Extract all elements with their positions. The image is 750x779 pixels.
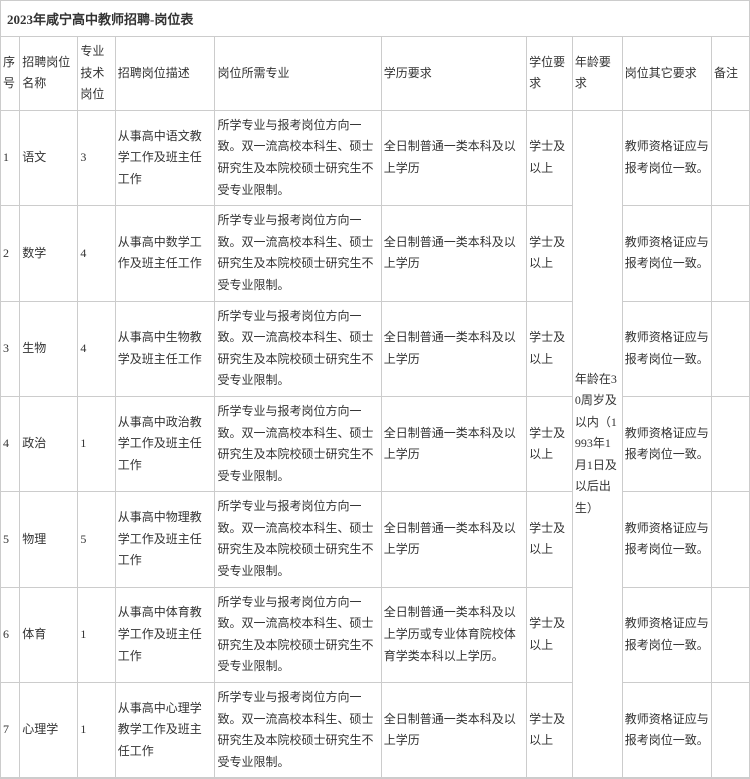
cell-note [712, 492, 749, 587]
cell-degree: 学士及以上 [527, 206, 573, 301]
cell-degree: 学士及以上 [527, 587, 573, 682]
table-body: 1语文3从事高中语文教学工作及班主任工作所学专业与报考岗位方向一致。双一流高校本… [1, 110, 749, 778]
cell-note [712, 396, 749, 491]
cell-desc: 从事高中生物教学及班主任工作 [115, 301, 215, 396]
cell-seq: 1 [1, 110, 20, 205]
cell-major: 所学专业与报考岗位方向一致。双一流高校本科生、硕士研究生及本院校硕士研究生不受专… [215, 396, 381, 491]
cell-note [712, 301, 749, 396]
table-row: 4政治1从事高中政治教学工作及班主任工作所学专业与报考岗位方向一致。双一流高校本… [1, 396, 749, 491]
col-position: 招聘岗位名称 [20, 37, 78, 110]
table-row: 5物理5从事高中物理教学工作及班主任工作所学专业与报考岗位方向一致。双一流高校本… [1, 492, 749, 587]
cell-seq: 4 [1, 396, 20, 491]
cell-edu: 全日制普通一类本科及以上学历 [381, 683, 526, 778]
document-container: 2023年咸宁高中教师招聘-岗位表 序号 招聘岗位名称 专业技术岗位 招聘岗位描… [0, 0, 750, 779]
cell-seq: 5 [1, 492, 20, 587]
cell-major: 所学专业与报考岗位方向一致。双一流高校本科生、硕士研究生及本院校硕士研究生不受专… [215, 492, 381, 587]
cell-desc: 从事高中体育教学工作及班主任工作 [115, 587, 215, 682]
cell-position: 心理学 [20, 683, 78, 778]
cell-edu: 全日制普通一类本科及以上学历 [381, 110, 526, 205]
table-row: 7心理学1从事高中心理学教学工作及班主任工作所学专业与报考岗位方向一致。双一流高… [1, 683, 749, 778]
cell-desc: 从事高中语文教学工作及班主任工作 [115, 110, 215, 205]
col-tech: 专业技术岗位 [78, 37, 115, 110]
cell-position: 物理 [20, 492, 78, 587]
col-major: 岗位所需专业 [215, 37, 381, 110]
col-desc: 招聘岗位描述 [115, 37, 215, 110]
cell-edu: 全日制普通一类本科及以上学历 [381, 492, 526, 587]
cell-position: 语文 [20, 110, 78, 205]
cell-tech: 5 [78, 492, 115, 587]
cell-tech: 4 [78, 301, 115, 396]
cell-seq: 3 [1, 301, 20, 396]
cell-seq: 2 [1, 206, 20, 301]
col-degree: 学位要求 [527, 37, 573, 110]
cell-note [712, 683, 749, 778]
cell-desc: 从事高中物理教学工作及班主任工作 [115, 492, 215, 587]
cell-other: 教师资格证应与报考岗位一致。 [622, 396, 711, 491]
cell-other: 教师资格证应与报考岗位一致。 [622, 683, 711, 778]
page-title: 2023年咸宁高中教师招聘-岗位表 [1, 1, 749, 37]
col-age: 年龄要求 [572, 37, 622, 110]
cell-major: 所学专业与报考岗位方向一致。双一流高校本科生、硕士研究生及本院校硕士研究生不受专… [215, 587, 381, 682]
col-other: 岗位其它要求 [622, 37, 711, 110]
cell-other: 教师资格证应与报考岗位一致。 [622, 301, 711, 396]
cell-position: 政治 [20, 396, 78, 491]
cell-edu: 全日制普通一类本科及以上学历 [381, 396, 526, 491]
cell-tech: 1 [78, 396, 115, 491]
col-edu: 学历要求 [381, 37, 526, 110]
table-row: 1语文3从事高中语文教学工作及班主任工作所学专业与报考岗位方向一致。双一流高校本… [1, 110, 749, 205]
cell-degree: 学士及以上 [527, 492, 573, 587]
cell-tech: 4 [78, 206, 115, 301]
cell-seq: 6 [1, 587, 20, 682]
cell-degree: 学士及以上 [527, 683, 573, 778]
cell-note [712, 110, 749, 205]
cell-major: 所学专业与报考岗位方向一致。双一流高校本科生、硕士研究生及本院校硕士研究生不受专… [215, 301, 381, 396]
col-note: 备注 [712, 37, 749, 110]
cell-major: 所学专业与报考岗位方向一致。双一流高校本科生、硕士研究生及本院校硕士研究生不受专… [215, 206, 381, 301]
cell-edu: 全日制普通一类本科及以上学历 [381, 301, 526, 396]
cell-desc: 从事高中政治教学工作及班主任工作 [115, 396, 215, 491]
recruitment-table: 序号 招聘岗位名称 专业技术岗位 招聘岗位描述 岗位所需专业 学历要求 学位要求… [1, 37, 749, 778]
cell-tech: 1 [78, 683, 115, 778]
cell-seq: 7 [1, 683, 20, 778]
cell-other: 教师资格证应与报考岗位一致。 [622, 587, 711, 682]
cell-major: 所学专业与报考岗位方向一致。双一流高校本科生、硕士研究生及本院校硕士研究生不受专… [215, 110, 381, 205]
cell-position: 生物 [20, 301, 78, 396]
cell-major: 所学专业与报考岗位方向一致。双一流高校本科生、硕士研究生及本院校硕士研究生不受专… [215, 683, 381, 778]
cell-other: 教师资格证应与报考岗位一致。 [622, 110, 711, 205]
cell-desc: 从事高中数学工作及班主任工作 [115, 206, 215, 301]
cell-desc: 从事高中心理学教学工作及班主任工作 [115, 683, 215, 778]
col-seq: 序号 [1, 37, 20, 110]
cell-tech: 1 [78, 587, 115, 682]
cell-degree: 学士及以上 [527, 110, 573, 205]
cell-position: 体育 [20, 587, 78, 682]
cell-note [712, 206, 749, 301]
table-row: 6体育1从事高中体育教学工作及班主任工作所学专业与报考岗位方向一致。双一流高校本… [1, 587, 749, 682]
cell-edu: 全日制普通一类本科及以上学历或专业体育院校体育学类本科以上学历。 [381, 587, 526, 682]
cell-age: 年龄在30周岁及以内（1993年1月1日及以后出生） [572, 110, 622, 778]
cell-edu: 全日制普通一类本科及以上学历 [381, 206, 526, 301]
table-row: 3生物4从事高中生物教学及班主任工作所学专业与报考岗位方向一致。双一流高校本科生… [1, 301, 749, 396]
cell-note [712, 587, 749, 682]
table-row: 2数学4从事高中数学工作及班主任工作所学专业与报考岗位方向一致。双一流高校本科生… [1, 206, 749, 301]
cell-position: 数学 [20, 206, 78, 301]
cell-other: 教师资格证应与报考岗位一致。 [622, 492, 711, 587]
table-header-row: 序号 招聘岗位名称 专业技术岗位 招聘岗位描述 岗位所需专业 学历要求 学位要求… [1, 37, 749, 110]
cell-degree: 学士及以上 [527, 396, 573, 491]
cell-other: 教师资格证应与报考岗位一致。 [622, 206, 711, 301]
cell-tech: 3 [78, 110, 115, 205]
cell-degree: 学士及以上 [527, 301, 573, 396]
